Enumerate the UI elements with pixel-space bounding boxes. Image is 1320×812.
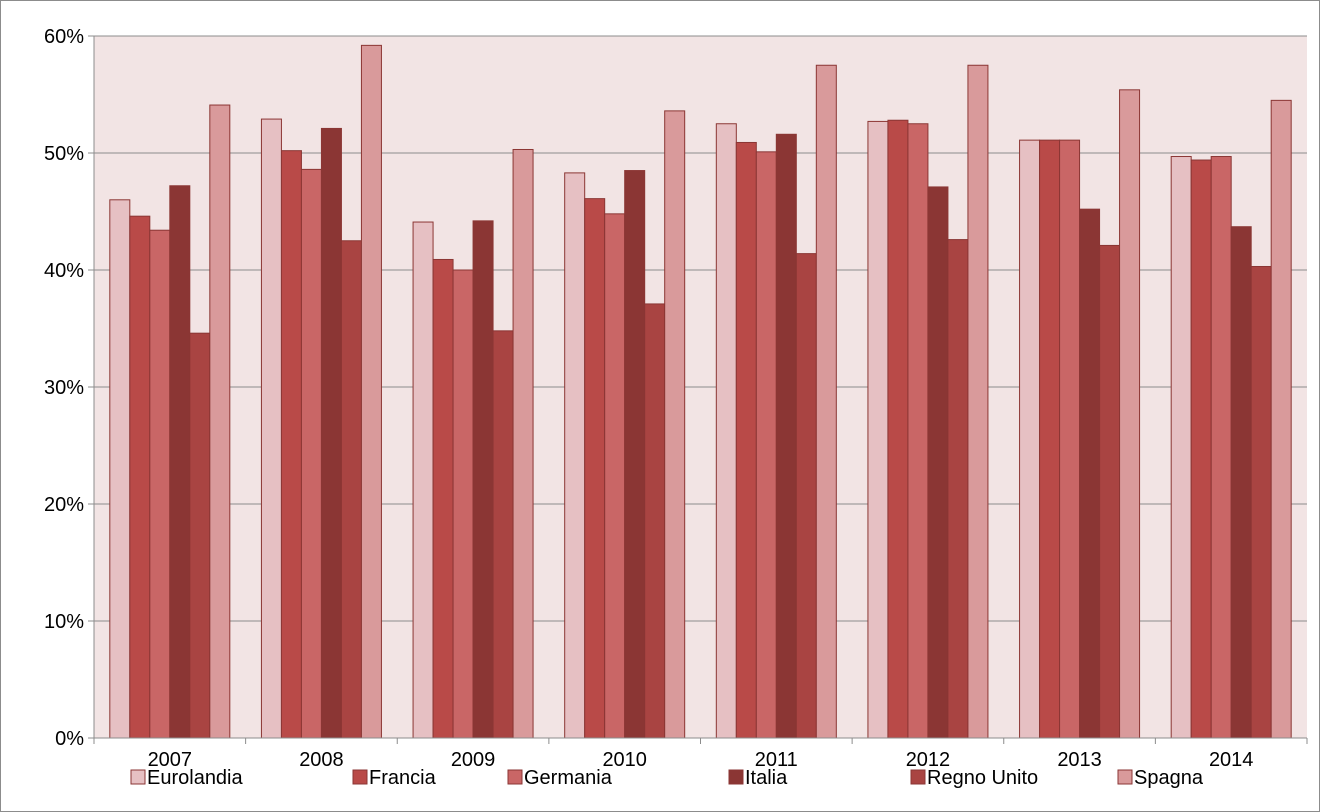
x-tick-label: 2007 — [148, 749, 193, 771]
x-tick-label: 2010 — [602, 749, 647, 771]
y-tick-label: 40% — [44, 260, 84, 282]
bar — [755, 151, 777, 739]
legend-label: Eurolandia — [147, 767, 244, 789]
y-tick-label: 10% — [44, 611, 84, 633]
bar — [584, 198, 606, 739]
legend: Eurolandia Francia Germania Italia Regno Uni… — [130, 767, 1204, 789]
bar — [1250, 265, 1272, 739]
bar — [109, 199, 131, 739]
bar — [452, 269, 474, 739]
bar — [412, 221, 434, 739]
y-tick-label: 60% — [44, 26, 84, 48]
bar — [320, 127, 342, 739]
bar — [149, 229, 171, 739]
bar — [564, 172, 586, 739]
bar — [887, 119, 909, 739]
bar — [867, 120, 889, 739]
axes — [93, 36, 1308, 744]
x-tick-label: 2009 — [451, 749, 496, 771]
legend-swatch — [728, 769, 744, 785]
legend-label: Italia — [745, 767, 788, 789]
bar — [1019, 139, 1041, 739]
bar — [209, 104, 231, 739]
bar — [604, 213, 626, 739]
legend-swatch — [507, 769, 523, 785]
bar — [1039, 139, 1061, 739]
legend-item: Spagna — [1117, 767, 1204, 789]
y-tick-label: 30% — [44, 377, 84, 399]
bar — [1230, 226, 1252, 739]
legend-swatch — [910, 769, 926, 785]
x-tick-label: 2012 — [906, 749, 951, 771]
bar — [775, 133, 797, 739]
bar — [795, 253, 817, 739]
bar — [340, 240, 362, 739]
bar — [735, 141, 757, 739]
bar — [129, 215, 151, 739]
bar — [624, 170, 646, 739]
bar — [432, 258, 454, 739]
y-tick-label: 20% — [44, 494, 84, 516]
bar — [815, 64, 837, 739]
bar — [967, 64, 989, 739]
bar — [300, 168, 322, 739]
legend-item: Regno Unito — [910, 767, 1038, 789]
legend-swatch — [352, 769, 368, 785]
bar — [512, 148, 534, 739]
bar — [280, 150, 302, 739]
legend-label: Spagna — [1134, 767, 1204, 789]
bar — [492, 330, 514, 739]
legend-item: Germania — [507, 767, 613, 789]
bar — [1119, 89, 1141, 739]
y-tick-label: 0% — [55, 728, 84, 750]
bar — [1170, 156, 1192, 739]
x-tick-label: 2013 — [1057, 749, 1102, 771]
bar — [169, 185, 191, 739]
bar — [1059, 139, 1081, 739]
x-tick-label: 2014 — [1209, 749, 1254, 771]
bar — [189, 332, 211, 739]
bar — [1190, 159, 1212, 739]
bar — [927, 186, 949, 739]
bar — [644, 303, 666, 739]
bar — [1270, 99, 1292, 739]
bar — [664, 110, 686, 739]
bar — [260, 118, 282, 739]
legend-label: Regno Unito — [927, 767, 1038, 789]
legend-item: Eurolandia — [130, 767, 244, 789]
y-axis-tick-labels: 0% 10% 20% 30% 40% 50% 60% — [44, 26, 84, 750]
legend-swatch — [1117, 769, 1133, 785]
legend-item: Italia — [728, 767, 788, 789]
bar — [1210, 156, 1232, 739]
legend-swatch — [130, 769, 146, 785]
x-axis-tick-labels: 2007 2008 2009 2010 2011 2012 2013 2014 — [148, 749, 1254, 771]
bar — [947, 239, 969, 739]
legend-item: Francia — [352, 767, 437, 789]
bar — [1099, 244, 1121, 739]
x-tick-label: 2011 — [755, 749, 798, 771]
bar — [360, 44, 382, 739]
legend-label: Germania — [524, 767, 613, 789]
y-tick-label: 50% — [44, 143, 84, 165]
bar — [1079, 208, 1101, 739]
legend-label: Francia — [369, 767, 437, 789]
bar — [715, 123, 737, 739]
x-tick-label: 2008 — [299, 749, 344, 771]
bars — [109, 44, 1292, 739]
bar — [907, 123, 929, 739]
bar — [472, 220, 494, 739]
